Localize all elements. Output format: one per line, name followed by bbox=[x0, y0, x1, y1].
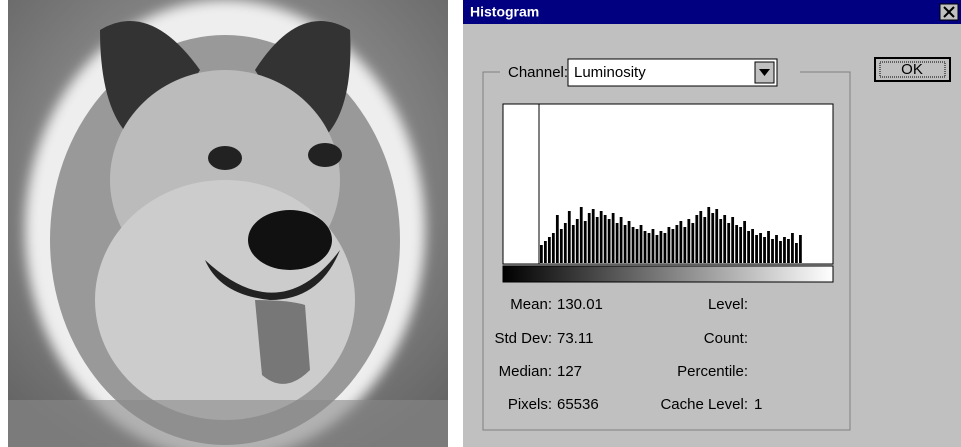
histogram-bar bbox=[695, 215, 699, 263]
histogram-bar bbox=[563, 223, 567, 263]
histogram-bar bbox=[711, 213, 715, 263]
histogram-bar bbox=[651, 229, 655, 263]
stat-value: 65536 bbox=[557, 396, 599, 413]
stat-value: 127 bbox=[557, 363, 582, 380]
histogram-bar bbox=[691, 223, 695, 263]
ok-button[interactable]: OK bbox=[874, 57, 951, 82]
histogram-bar bbox=[567, 211, 571, 263]
histogram-bar bbox=[631, 227, 635, 263]
title-bar bbox=[463, 0, 961, 24]
luminosity-bar bbox=[502, 265, 834, 283]
histogram-bar bbox=[767, 231, 770, 263]
histogram-bar bbox=[591, 209, 595, 263]
info-label: Level: bbox=[708, 296, 748, 313]
histogram-bar bbox=[659, 231, 663, 263]
photo bbox=[8, 0, 448, 447]
histogram-bar bbox=[759, 233, 762, 263]
histogram-bar bbox=[559, 229, 563, 263]
histogram-bar bbox=[623, 225, 627, 263]
info-value: 1 bbox=[754, 396, 762, 413]
histogram-bar bbox=[595, 217, 599, 263]
histogram-bar bbox=[779, 241, 782, 263]
close-button[interactable] bbox=[939, 3, 959, 21]
histogram-bar bbox=[540, 245, 543, 263]
histogram-bar bbox=[751, 229, 754, 263]
histogram-bar bbox=[763, 237, 766, 263]
histogram-bar bbox=[555, 215, 559, 263]
histogram-bar bbox=[667, 227, 671, 263]
info-label: Percentile: bbox=[677, 363, 748, 380]
stat-label: Mean: bbox=[510, 296, 552, 313]
stat-label: Pixels: bbox=[508, 396, 552, 413]
dialog-title: Histogram bbox=[470, 4, 539, 20]
histogram-bar bbox=[607, 219, 611, 263]
stat-label: Std Dev: bbox=[494, 330, 552, 347]
histogram-bar bbox=[731, 217, 735, 263]
histogram-bar bbox=[575, 219, 579, 263]
histogram-bar bbox=[715, 209, 719, 263]
histogram-bar bbox=[679, 221, 683, 263]
histogram-bar bbox=[579, 207, 583, 263]
histogram-bar bbox=[655, 235, 659, 263]
info-label: Count: bbox=[704, 330, 748, 347]
histogram-bar bbox=[611, 213, 615, 263]
histogram-bar bbox=[647, 233, 651, 263]
info-label: Cache Level: bbox=[660, 396, 748, 413]
histogram-bar bbox=[551, 233, 555, 263]
stat-value: 73.11 bbox=[557, 330, 593, 347]
histogram-bar bbox=[675, 225, 679, 263]
histogram-bar bbox=[671, 229, 675, 263]
stat-value: 130.01 bbox=[557, 296, 603, 313]
histogram-bar bbox=[599, 211, 603, 263]
histogram-bar bbox=[619, 217, 623, 263]
histogram-bar bbox=[639, 225, 643, 263]
histogram-bar bbox=[727, 223, 731, 263]
histogram-bar bbox=[739, 227, 743, 263]
histogram-bar bbox=[687, 219, 691, 263]
histogram-bar bbox=[747, 231, 751, 263]
channel-label: Channel: bbox=[508, 64, 568, 81]
histogram-bar bbox=[787, 239, 790, 263]
histogram-bar bbox=[791, 233, 794, 263]
histogram-bar bbox=[683, 227, 687, 263]
channel-value: Luminosity bbox=[574, 64, 646, 81]
histogram-bar bbox=[643, 231, 647, 263]
histogram-bar bbox=[547, 237, 551, 263]
histogram-bar bbox=[571, 225, 575, 263]
stat-label: Median: bbox=[499, 363, 552, 380]
histogram-bar bbox=[799, 235, 802, 263]
histogram-bar bbox=[587, 213, 591, 263]
histogram-bar bbox=[735, 225, 739, 263]
histogram-bar bbox=[583, 221, 587, 263]
histogram-bar bbox=[627, 221, 631, 263]
histogram-bar bbox=[783, 237, 786, 263]
ok-label: OK bbox=[901, 61, 923, 78]
histogram-bar bbox=[771, 239, 774, 263]
histogram-bar bbox=[635, 229, 639, 263]
histogram-bar bbox=[663, 233, 667, 263]
histogram-bar bbox=[615, 223, 619, 263]
histogram-bar bbox=[755, 235, 758, 263]
channel-dropdown[interactable]: Luminosity bbox=[567, 58, 778, 87]
histogram-bar bbox=[543, 241, 547, 263]
histogram-bar bbox=[719, 219, 723, 263]
histogram-bar bbox=[743, 221, 747, 263]
histogram-bar bbox=[603, 215, 607, 263]
histogram-bar bbox=[699, 211, 703, 263]
histogram-bar bbox=[707, 207, 711, 263]
histogram-bar bbox=[775, 235, 778, 263]
histogram-bar bbox=[795, 243, 798, 263]
histogram-bar bbox=[703, 217, 707, 263]
histogram-bar bbox=[723, 215, 727, 263]
